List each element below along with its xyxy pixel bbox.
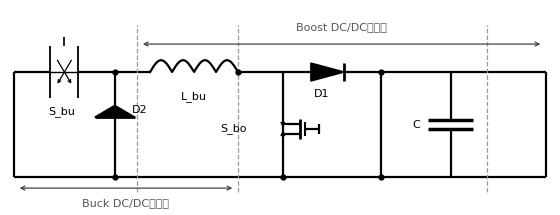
Text: L_bu: L_bu — [181, 91, 207, 102]
Text: Buck DC/DC变换器: Buck DC/DC变换器 — [82, 198, 170, 208]
Text: C: C — [412, 120, 420, 130]
Text: D2: D2 — [132, 105, 147, 115]
Text: S_bo: S_bo — [220, 124, 246, 134]
Text: S_bu: S_bu — [48, 106, 75, 117]
Polygon shape — [95, 105, 135, 117]
Text: D1: D1 — [314, 89, 329, 99]
Polygon shape — [311, 63, 344, 81]
Text: Boost DC/DC变换器: Boost DC/DC变换器 — [296, 22, 387, 32]
